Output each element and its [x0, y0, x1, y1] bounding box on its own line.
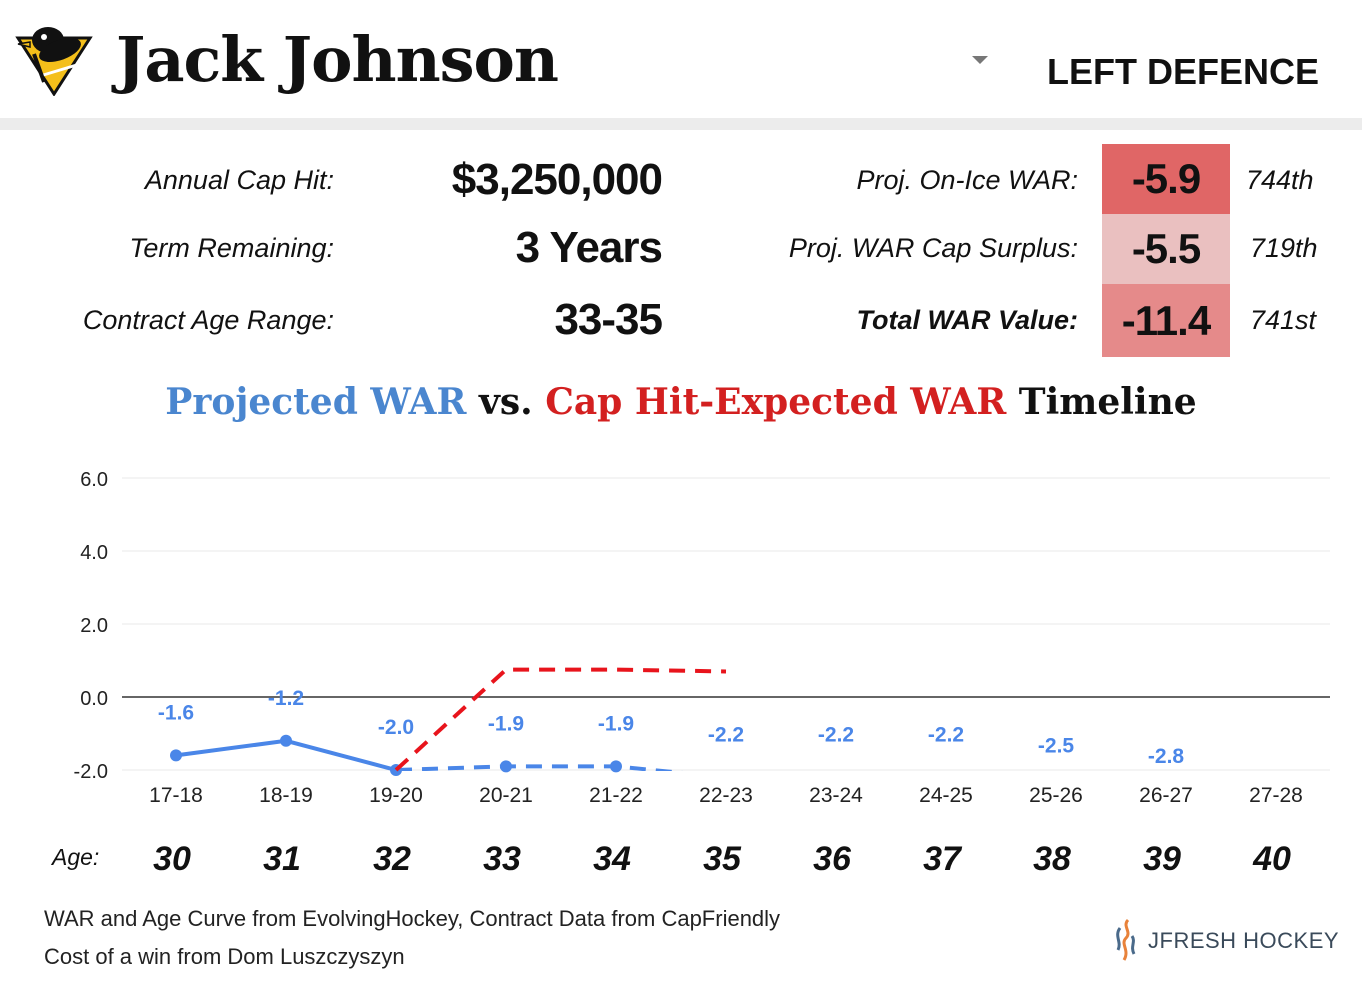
age-value: 32: [373, 840, 411, 878]
war-stat-rank: 741st: [1250, 305, 1317, 335]
age-value: 31: [263, 840, 301, 878]
player-position: LEFT DEFENCE: [1046, 51, 1319, 92]
expected-war-line-dashed: [394, 667, 727, 772]
projected-war-point: [170, 749, 182, 762]
jfresh-logo-icon: [1116, 918, 1136, 961]
title-vs: vs.: [466, 381, 546, 423]
age-value: 35: [703, 840, 742, 878]
x-tick-label: 26-27: [1139, 784, 1193, 807]
y-tick-label: 4.0: [80, 542, 108, 564]
age-range-value: 33-35: [554, 295, 663, 344]
data-label: -2.2: [928, 723, 964, 746]
data-label: -1.9: [488, 712, 524, 735]
x-tick-label: 18-19: [259, 784, 313, 807]
title-expected-war: Cap Hit-Expected WAR: [545, 381, 1007, 423]
age-value: 39: [1143, 840, 1181, 878]
y-tick-label: 6.0: [80, 469, 108, 491]
war-stat-value: -11.4: [1102, 284, 1230, 357]
footer-source-line: WAR and Age Curve from EvolvingHockey, C…: [44, 906, 781, 931]
data-label: -2.8: [1148, 745, 1185, 768]
data-label: -2.2: [818, 723, 854, 746]
war-stat-label: Total WAR Value:: [856, 305, 1078, 335]
chart-title: Projected WAR vs. Cap Hit-Expected WAR T…: [0, 378, 1362, 426]
age-value: 30: [153, 840, 191, 878]
age-value: 36: [813, 840, 852, 878]
projected-war-point: [500, 760, 512, 773]
title-projected-war: Projected WAR: [165, 381, 467, 423]
war-timeline-chart: 6.0 4.0 2.0 0.0 -2.0 17-18 18-19 19-20 20-21 21-2…: [50, 469, 1330, 878]
x-tick-label: 23-24: [809, 784, 863, 807]
term-label: Term Remaining:: [129, 233, 334, 263]
y-tick-label: 2.0: [80, 615, 108, 637]
war-stat-value: -5.5: [1102, 214, 1230, 284]
cap-hit-label: Annual Cap Hit:: [144, 165, 334, 195]
war-stat-rank: 719th: [1250, 233, 1318, 263]
data-label: -2.0: [378, 716, 414, 739]
data-label: -2.2: [708, 723, 744, 746]
x-tick-label: 19-20: [369, 784, 423, 807]
age-value: 33: [483, 840, 521, 878]
y-tick-label: -2.0: [74, 761, 108, 783]
age-value: 34: [593, 840, 631, 878]
footer-source-line: Cost of a win from Dom Luszczyszyn: [44, 944, 405, 969]
penguins-logo-icon: [15, 27, 93, 96]
projected-war-point: [280, 734, 292, 747]
age-range-label: Contract Age Range:: [82, 305, 334, 335]
cap-hit-value: $3,250,000: [451, 155, 663, 204]
x-tick-label: 20-21: [479, 784, 533, 807]
x-tick-label: 25-26: [1029, 784, 1083, 807]
data-label: -2.5: [1038, 734, 1075, 757]
data-label: -1.6: [158, 701, 194, 724]
age-value: 37: [923, 840, 963, 878]
header: [0, 0, 1362, 118]
term-value: 3 Years: [515, 223, 663, 272]
projected-war-point: [610, 760, 622, 773]
age-value: 40: [1252, 840, 1291, 878]
age-value: 38: [1033, 840, 1071, 878]
y-tick-label: 0.0: [80, 688, 108, 710]
header-divider: [0, 118, 1362, 130]
brand-name: JFRESH HOCKEY: [1148, 928, 1340, 953]
data-label: -1.9: [598, 712, 634, 735]
age-row-label: Age:: [50, 844, 99, 870]
war-stat-rank: 744th: [1246, 165, 1314, 195]
player-dropdown-chevron-down-icon[interactable]: [972, 56, 988, 64]
player-name: Jack Johnson: [116, 23, 559, 96]
x-tick-label: 22-23: [699, 784, 753, 807]
x-tick-label: 24-25: [919, 784, 973, 807]
war-stat-value: -5.9: [1102, 144, 1230, 214]
war-stat-label: Proj. On-Ice WAR:: [856, 165, 1078, 195]
title-timeline: Timeline: [1006, 381, 1197, 423]
x-tick-label: 21-22: [589, 784, 643, 807]
x-tick-label: 27-28: [1249, 784, 1303, 807]
data-label: -1.2: [268, 687, 304, 710]
x-tick-label: 17-18: [149, 784, 203, 807]
war-stat-label: Proj. WAR Cap Surplus:: [788, 233, 1078, 263]
